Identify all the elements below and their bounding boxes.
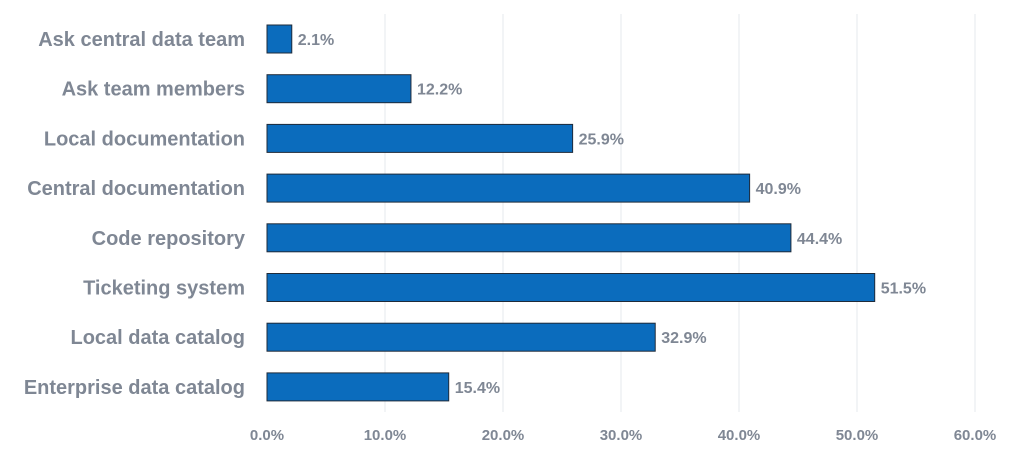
value-label: 12.2% bbox=[417, 82, 462, 99]
gridlines bbox=[384, 14, 976, 412]
bar bbox=[266, 123, 574, 153]
value-label: 25.9% bbox=[579, 131, 624, 148]
value-labels: 2.1% 12.2% 25.9% 40.9% 44.4% 51.5% 32.9% 15.4% bbox=[298, 32, 926, 397]
bar bbox=[266, 173, 751, 203]
bar bbox=[266, 273, 876, 302]
value-label: 44.4% bbox=[797, 231, 842, 248]
category-label: Code repository bbox=[92, 228, 246, 250]
category-label: Central documentation bbox=[27, 178, 245, 200]
value-label: 15.4% bbox=[455, 380, 500, 397]
bar bbox=[266, 24, 293, 54]
category-label: Ask central data team bbox=[38, 29, 245, 51]
value-label: 51.5% bbox=[881, 281, 926, 298]
x-tick-label: 20.0% bbox=[482, 427, 525, 444]
value-label: 40.9% bbox=[756, 181, 801, 198]
value-label: 32.9% bbox=[661, 330, 706, 347]
bar bbox=[266, 372, 450, 402]
category-label: Local documentation bbox=[44, 128, 245, 150]
category-label: Enterprise data catalog bbox=[24, 377, 245, 399]
x-tick-label: 0.0% bbox=[250, 427, 284, 444]
category-label: Ask team members bbox=[62, 79, 245, 101]
x-tick-label: 40.0% bbox=[718, 427, 761, 444]
value-label: 2.1% bbox=[298, 32, 334, 49]
x-tick-label: 60.0% bbox=[954, 427, 997, 444]
x-tick-label: 50.0% bbox=[836, 427, 879, 444]
bar bbox=[266, 223, 792, 253]
category-labels: Ask central data team Ask team members Loc… bbox=[24, 29, 246, 399]
x-tick-label: 30.0% bbox=[600, 427, 643, 444]
x-tick-label: 10.0% bbox=[364, 427, 407, 444]
category-label: Local data catalog bbox=[71, 327, 246, 349]
x-axis-tick-labels: 0.0% 10.0% 20.0% 30.0% 40.0% 50.0% 60.0% bbox=[250, 427, 996, 444]
bars bbox=[266, 24, 876, 402]
category-label: Ticketing system bbox=[83, 278, 245, 300]
bar bbox=[266, 322, 656, 352]
bar bbox=[266, 74, 412, 104]
